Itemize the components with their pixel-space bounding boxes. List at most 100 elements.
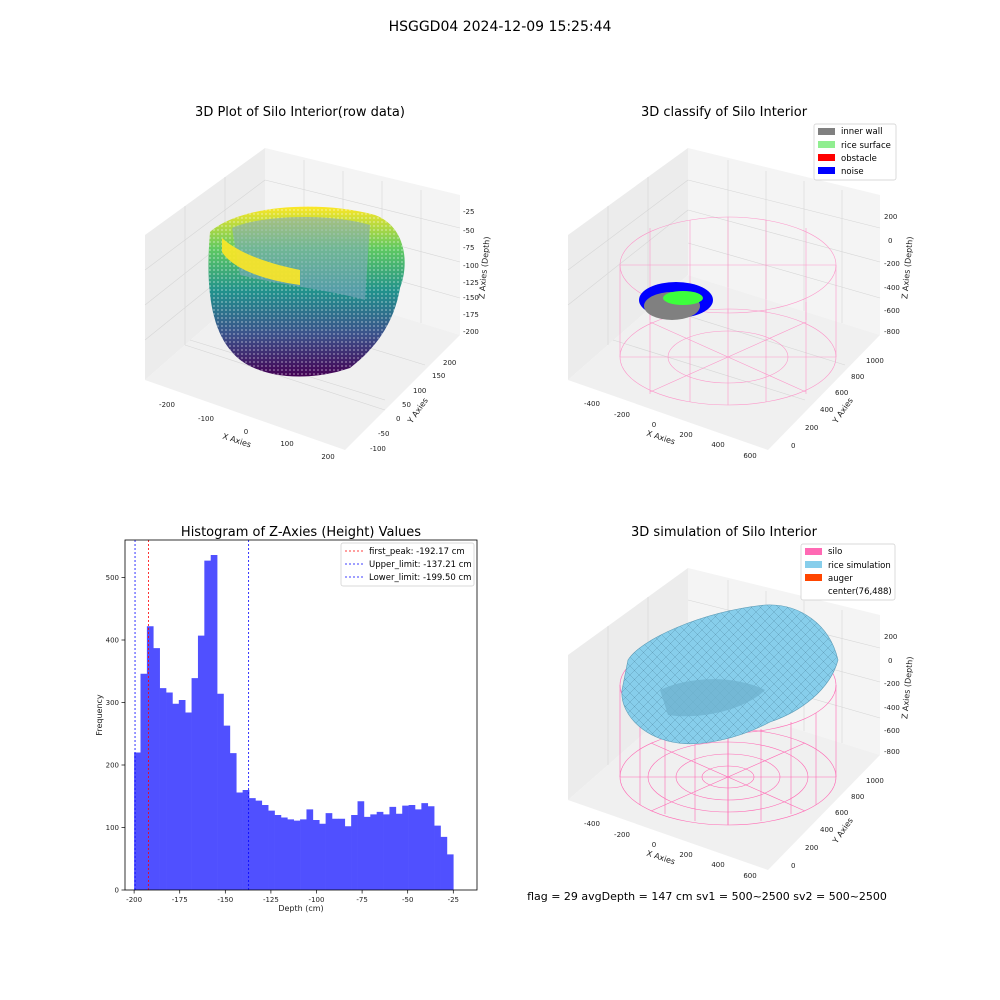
raw-x-ticks: -200 -100 0 100 200: [159, 401, 335, 461]
hist-bar: [312, 820, 320, 890]
sim-x-ticks: -400 -200 0 200 400 600: [584, 820, 757, 880]
sim-y-label: Y Axies: [830, 816, 855, 846]
cls-y-tick: 200: [805, 424, 818, 432]
hist-y-tick-label: 300: [106, 699, 119, 707]
sim-legend-swatch: [805, 561, 822, 568]
hist-bar: [159, 688, 167, 890]
raw-z-tick: -200: [463, 328, 479, 336]
hist-bar: [325, 813, 333, 890]
sim-legend-label: rice simulation: [828, 561, 891, 571]
cls-legend: inner wall rice surface obstacle noise: [813, 123, 897, 181]
panel-raw-3d: 3D Plot of Silo Interior(row data) -200 …: [144, 105, 492, 461]
hist-bar: [319, 823, 326, 890]
hist-bar: [376, 811, 384, 890]
sim-z-label: Z Axies (Depth): [900, 656, 914, 719]
panel-histogram: Histogram of Z-Axies (Height) Values -20…: [95, 525, 478, 913]
panel-raw-title: 3D Plot of Silo Interior(row data): [195, 105, 405, 120]
hist-legend-label: first_peak: -192.17 cm: [369, 547, 465, 557]
hist-bar: [217, 693, 224, 890]
raw-y-tick: 200: [443, 359, 456, 367]
hist-bar: [178, 700, 186, 890]
hist-bar: [440, 836, 448, 890]
raw-x-tick: -100: [198, 415, 214, 423]
hist-bar: [344, 826, 352, 890]
hist-x-tick-label: -150: [217, 896, 233, 904]
raw-x-tick: 200: [321, 453, 334, 461]
hist-bar: [389, 806, 397, 890]
raw-z-label: Z Axies (Depth): [477, 236, 491, 299]
hist-bar: [261, 805, 269, 890]
cls-legend-swatch: [818, 167, 835, 174]
cls-y-tick: 800: [851, 373, 864, 381]
cls-pane-back: [688, 148, 880, 335]
cls-z-tick: 0: [888, 237, 892, 245]
hist-bar: [153, 648, 160, 890]
panel-simulation-3d: 3D simulation of Silo Interior: [568, 525, 915, 880]
raw-y-tick: 150: [432, 372, 445, 380]
raw-z-tick: -50: [463, 227, 474, 235]
sim-rice-depression: [660, 679, 765, 717]
raw-z-tick: -100: [463, 262, 479, 270]
sim-z-tick: -600: [884, 727, 900, 735]
cls-x-tick: -200: [614, 411, 630, 419]
cls-legend-box: [813, 123, 897, 181]
hist-y-label: Frequency: [95, 694, 104, 736]
hist-bar: [204, 560, 212, 890]
hist-y-tick-label: 200: [106, 762, 119, 770]
hist-bar: [351, 815, 358, 890]
cls-x-tick: 600: [743, 452, 756, 460]
sim-legend-swatch: [805, 548, 822, 555]
hist-bar: [185, 712, 192, 890]
hist-x-tick-label: -75: [356, 896, 367, 904]
cls-rice-surface-points: [663, 291, 703, 305]
hist-bar: [210, 555, 218, 890]
cls-pane-left: [568, 148, 688, 380]
hist-x-tick-label: -175: [172, 896, 188, 904]
sim-z-tick: 0: [888, 657, 892, 665]
hist-bar: [421, 803, 429, 890]
hist-bar: [408, 805, 416, 890]
raw-z-tick: -25: [463, 208, 474, 216]
hist-bar: [146, 626, 154, 890]
raw-z-tick: -175: [463, 311, 479, 319]
sim-legend-swatch: [805, 574, 822, 581]
cls-z-tick: -600: [884, 307, 900, 315]
sim-y-tick: 600: [835, 809, 848, 817]
hist-x-ticks: -200 -175 -150 -125 -100 -75 -50 -25: [126, 890, 459, 904]
hist-bar: [236, 792, 243, 890]
hist-bar: [338, 818, 346, 890]
hist-bar: [268, 810, 275, 890]
cls-y-tick: 400: [820, 406, 833, 414]
cls-legend-label: rice surface: [841, 141, 891, 151]
cls-z-ticks: 200 0 -200 -400 -600 -800: [884, 213, 900, 336]
raw-y-tick: 100: [413, 387, 426, 395]
sim-legend-label: center(76,488): [828, 587, 892, 597]
sim-y-tick: 1000: [866, 777, 884, 785]
sim-z-tick: -800: [884, 748, 900, 756]
hist-x-tick-label: -25: [448, 896, 459, 904]
sim-y-ticks: 0 200 400 600 800 1000: [791, 777, 884, 870]
hist-bar: [229, 753, 237, 890]
raw-y-tick: -100: [370, 445, 386, 453]
hist-bar: [446, 854, 454, 890]
sim-x-tick: 0: [652, 841, 656, 849]
cls-y-tick: 0: [791, 442, 795, 450]
hist-legend: first_peak: -192.17 cm Upper_limit: -137…: [340, 542, 475, 587]
raw-x-tick: 0: [244, 428, 248, 436]
hist-bar: [274, 815, 282, 890]
hist-bar: [280, 817, 288, 890]
cls-z-tick: -800: [884, 328, 900, 336]
hist-y-tick-label: 100: [106, 824, 119, 832]
sim-y-tick: 400: [820, 826, 833, 834]
raw-y-tick: 50: [402, 401, 411, 409]
hist-x-tick-label: -100: [309, 896, 325, 904]
sim-x-tick: 400: [711, 861, 724, 869]
cls-z-tick: -400: [884, 284, 900, 292]
figure-title: HSGGD04 2024-12-09 15:25:44: [389, 19, 612, 35]
hist-bar: [249, 798, 256, 890]
hist-bar: [223, 725, 231, 890]
status-footer: flag = 29 avgDepth = 147 cm sv1 = 500~25…: [527, 890, 887, 903]
hist-bar: [370, 814, 377, 890]
cls-legend-label: noise: [841, 167, 864, 177]
sim-x-tick: -200: [614, 831, 630, 839]
